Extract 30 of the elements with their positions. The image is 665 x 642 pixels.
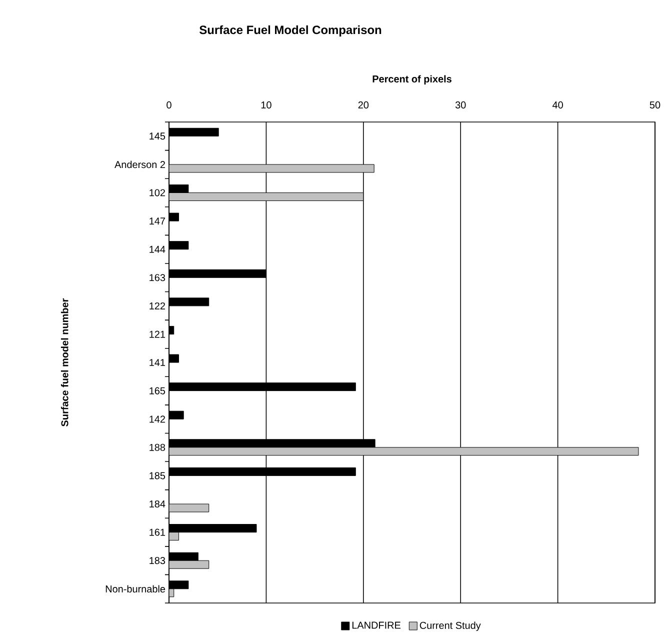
y-tick-label: Non-burnable [106,585,166,593]
y-tick-label: 144 [150,246,166,253]
y-tick-label: 184 [150,500,166,508]
y-tick-label: 102 [150,189,165,196]
y-tick-label: 145 [150,132,166,140]
y-tick-label: 165 [150,387,166,394]
y-tick-label: 188 [150,444,166,451]
x-axis-title: Percent of pixels [372,75,452,84]
y-tick-label: 121 [150,330,165,338]
y-axis-title: Surface fuel model number [60,298,68,426]
bar [169,192,364,201]
y-tick-label: 122 [150,302,165,310]
y-tick-label: 183 [150,557,166,564]
chart-title: Surface Fuel Model Comparison [200,25,382,37]
y-tick-label: 163 [150,274,166,282]
y-tick-label: 142 [150,416,165,423]
y-tick-label: Anderson 2 [114,160,165,168]
x-tick-label: 20 [358,101,369,108]
y-tick-label: 141 [150,359,165,366]
y-tick-label: 161 [150,528,165,536]
y-tick-label: 185 [150,472,166,480]
x-tick-label: 10 [261,101,272,108]
x-tick-label: 0 [166,101,172,108]
legend-label: LANDFIRE [352,622,400,629]
legend-label: Current Study [420,622,481,631]
x-tick-label: 40 [552,101,563,108]
y-tick-label: 147 [150,218,165,224]
x-tick-label: 50 [650,101,660,108]
bar [169,447,639,456]
x-tick-label: 30 [455,101,466,108]
